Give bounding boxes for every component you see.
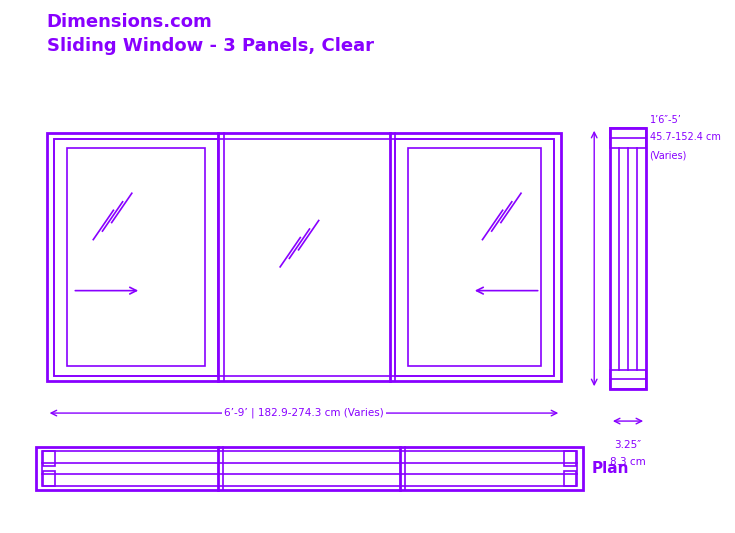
Text: Sliding Window - 3 Panels, Clear: Sliding Window - 3 Panels, Clear	[47, 37, 374, 55]
Text: 8.3 cm: 8.3 cm	[610, 457, 646, 467]
Text: (Varies): (Varies)	[650, 150, 687, 160]
Text: 45.7-152.4 cm: 45.7-152.4 cm	[650, 132, 720, 142]
Bar	[43, 451, 54, 466]
Bar	[564, 471, 576, 486]
Bar	[409, 148, 541, 366]
Bar	[610, 128, 646, 148]
Bar	[395, 139, 554, 376]
Text: Dimensions.com: Dimensions.com	[47, 13, 212, 31]
Bar	[564, 451, 576, 466]
Bar	[36, 447, 583, 490]
Bar	[42, 451, 577, 486]
Text: Plan: Plan	[592, 461, 629, 476]
Bar	[54, 139, 554, 376]
Bar	[610, 369, 646, 389]
Bar	[67, 148, 205, 366]
Bar	[43, 471, 54, 486]
Text: 6’-9’ | 182.9-274.3 cm (Varies): 6’-9’ | 182.9-274.3 cm (Varies)	[224, 408, 384, 418]
Bar	[54, 139, 218, 376]
Text: 1’6″-5’: 1’6″-5’	[650, 115, 681, 125]
Text: 3.25″: 3.25″	[614, 440, 642, 450]
Bar	[610, 128, 646, 389]
Bar	[47, 133, 561, 381]
